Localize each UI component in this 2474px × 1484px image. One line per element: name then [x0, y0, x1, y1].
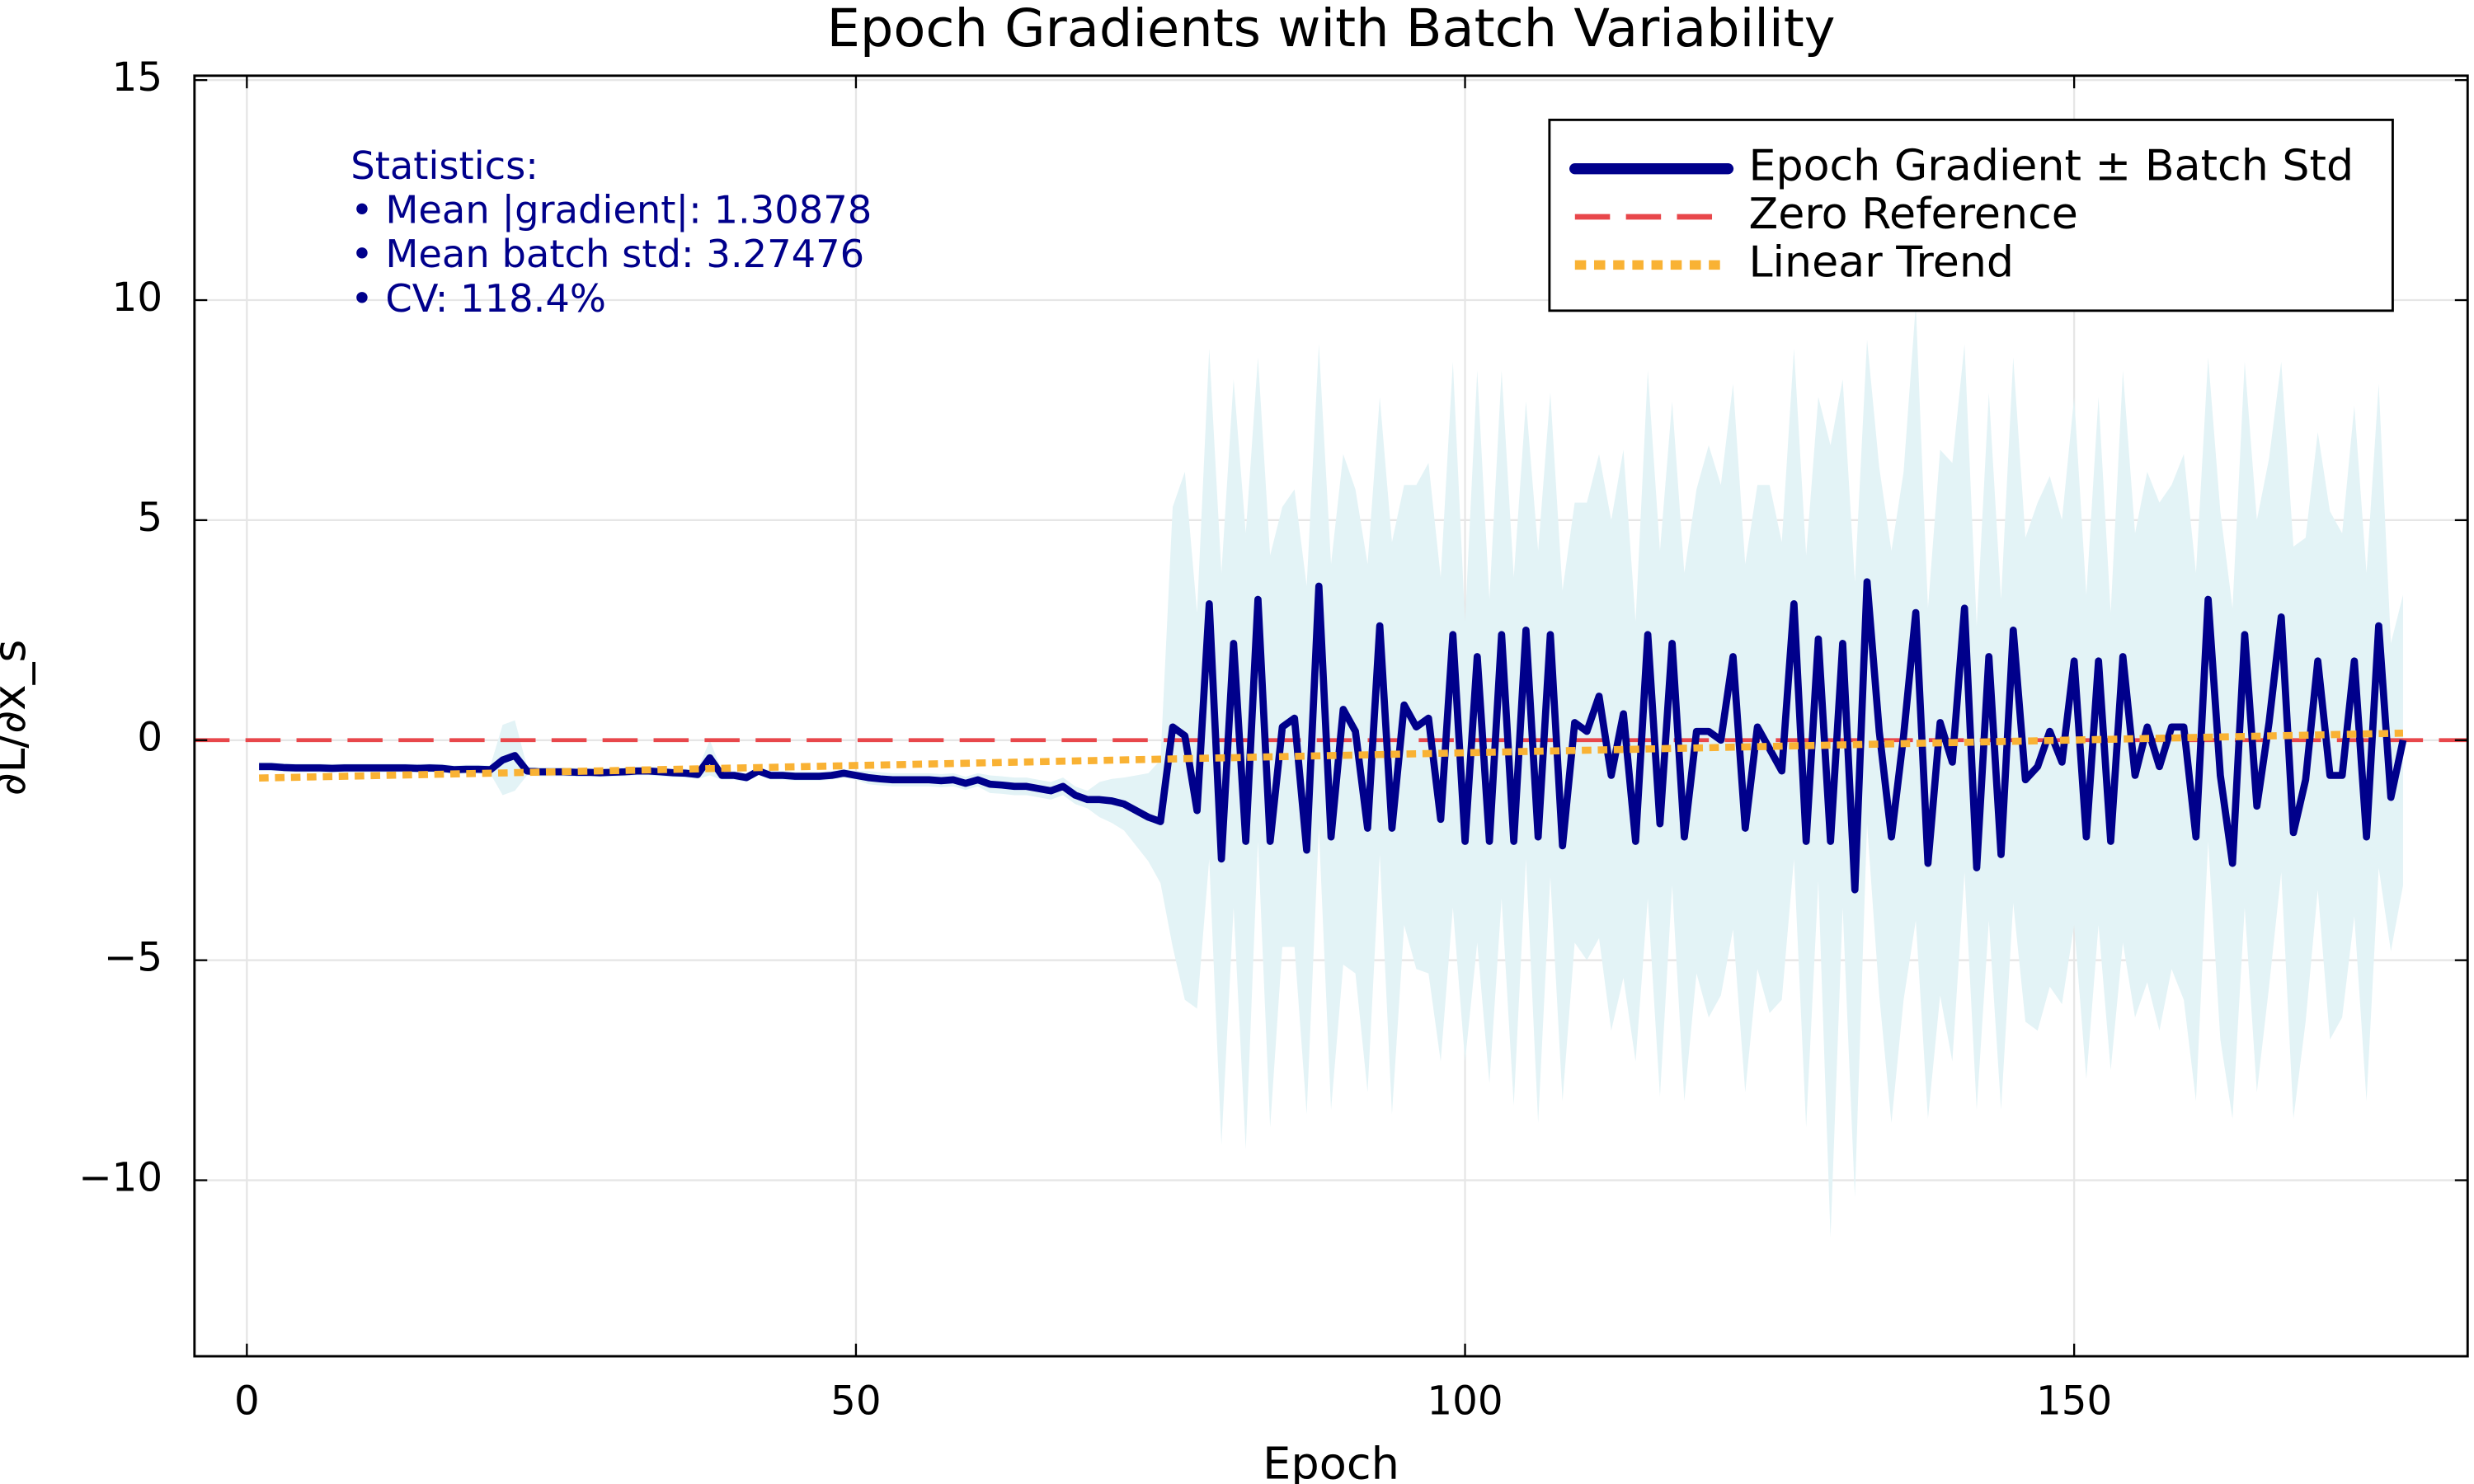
axes-frame	[193, 74, 2469, 1358]
annotations: Statistics:• Mean |gradient|: 1.30878• M…	[350, 143, 872, 320]
legend-label: Linear Trend	[1748, 238, 2014, 288]
y-axis-label: ∂L/∂x_s	[0, 640, 35, 796]
y-tick-label: −5	[104, 935, 162, 981]
plot-area	[194, 304, 2468, 1237]
stats-annotation: Statistics:	[350, 143, 539, 188]
stats-annotation: • Mean |gradient|: 1.30878	[350, 188, 872, 233]
stats-annotation: • CV: 118.4%	[350, 276, 606, 321]
trend-line	[259, 729, 2404, 782]
chart-title: Epoch Gradients with Batch Variability	[827, 0, 1836, 59]
y-tick-label: 0	[137, 715, 162, 761]
x-axis-label: Epoch	[1263, 1438, 1399, 1484]
legend-label: Zero Reference	[1748, 190, 2077, 239]
legend-label: Epoch Gradient ± Batch Std	[1748, 142, 2354, 191]
y-tick-label: −10	[78, 1155, 162, 1201]
y-tick-label: 10	[112, 275, 162, 321]
y-tick-label: 15	[112, 54, 162, 101]
x-tick-label: 100	[1427, 1378, 1503, 1425]
x-tick-label: 50	[830, 1378, 881, 1425]
stats-annotation: • Mean batch std: 3.27476	[350, 232, 864, 276]
x-tick-label: 0	[234, 1378, 260, 1425]
x-tick-label: 150	[2036, 1378, 2112, 1425]
y-tick-label: 5	[137, 495, 162, 541]
